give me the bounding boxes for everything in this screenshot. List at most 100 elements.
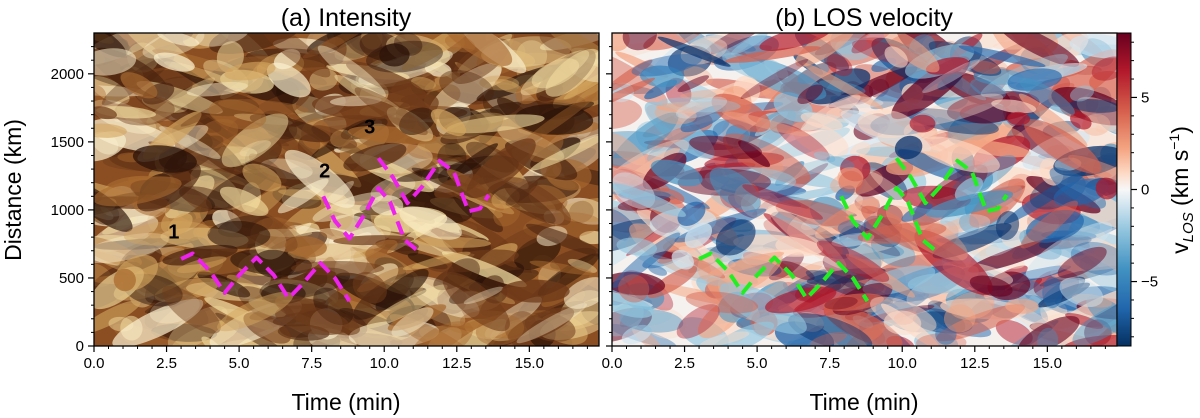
heatmap-texture [113, 268, 136, 292]
heatmap-texture [1018, 77, 1075, 116]
heatmap-texture [94, 181, 133, 232]
heatmap-texture [439, 69, 494, 105]
heatmap-texture [949, 291, 995, 320]
x-tick-label: 5.0 [229, 355, 250, 372]
heatmap-texture [94, 131, 127, 162]
heatmap-texture [391, 307, 434, 337]
heatmap-texture [849, 142, 871, 158]
heatmap-texture [441, 251, 527, 288]
heatmap-texture [788, 313, 873, 346]
heatmap-texture [870, 296, 937, 333]
heatmap-texture [699, 331, 750, 346]
heatmap-texture [650, 159, 703, 187]
heatmap-texture [837, 166, 864, 190]
heatmap-texture [242, 163, 282, 192]
heatmap-texture [446, 114, 545, 134]
heatmap-texture [526, 223, 599, 257]
heatmap-texture [709, 321, 775, 346]
heatmap-texture [411, 321, 473, 346]
heatmap-texture [195, 33, 250, 47]
heatmap-texture [547, 81, 599, 108]
heatmap-texture [224, 61, 276, 81]
heatmap-texture [319, 36, 347, 66]
heatmap-texture [94, 106, 117, 120]
overlay-series-1 [180, 251, 352, 303]
heatmap-texture [909, 114, 936, 133]
x-tick-label: 5.0 [747, 355, 768, 372]
heatmap-texture [1007, 111, 1031, 126]
heatmap-texture [186, 81, 249, 97]
heatmap-texture [426, 327, 462, 346]
heatmap-texture [742, 184, 823, 220]
heatmap-texture [677, 201, 706, 226]
heatmap-texture [162, 244, 238, 266]
heatmap-texture [725, 46, 821, 63]
panel-a-heatmap [94, 33, 599, 346]
heatmap-texture [181, 188, 213, 212]
heatmap-texture [740, 59, 809, 99]
heatmap-texture [343, 142, 407, 172]
heatmap-texture [221, 113, 289, 168]
heatmap-texture [94, 123, 127, 138]
heatmap-texture [219, 186, 269, 217]
heatmap-texture [259, 228, 313, 238]
heatmap-texture [719, 282, 807, 335]
overlay-series-2 [839, 186, 936, 251]
heatmap-texture [775, 199, 850, 226]
annotation-3: 3 [364, 117, 375, 139]
heatmap-texture [94, 300, 141, 334]
heatmap-texture [765, 286, 837, 314]
heatmap-texture [689, 135, 763, 159]
heatmap-texture [633, 252, 727, 287]
heatmap-texture [657, 97, 741, 113]
x-tick-label: 0.0 [602, 355, 623, 372]
colorbar [1116, 32, 1132, 347]
heatmap-texture [142, 33, 205, 59]
overlay-series-1 [698, 251, 870, 303]
heatmap-texture [514, 104, 594, 135]
heatmap-texture [930, 214, 991, 239]
heatmap-texture [768, 252, 804, 281]
heatmap-texture [207, 220, 271, 249]
heatmap-texture [643, 33, 702, 51]
heatmap-texture [612, 302, 644, 337]
panel-a-annotations: 1 2 3 [168, 117, 375, 244]
heatmap-texture [348, 320, 440, 346]
heatmap-texture [284, 236, 327, 258]
heatmap-texture [569, 200, 594, 223]
heatmap-texture [970, 60, 1001, 75]
heatmap-texture [851, 33, 896, 54]
heatmap-texture [431, 318, 507, 346]
y-tick-label: 1000 [51, 202, 84, 219]
heatmap-texture [810, 332, 848, 346]
heatmap-texture [612, 98, 643, 130]
heatmap-texture [823, 304, 903, 346]
heatmap-texture [838, 170, 864, 194]
heatmap-texture [302, 33, 365, 59]
y-tick-label: 0 [76, 338, 84, 355]
heatmap-texture [958, 45, 1046, 68]
x-tick-label: 2.5 [674, 355, 695, 372]
heatmap-texture [123, 220, 211, 246]
heatmap-texture [530, 134, 599, 171]
heatmap-texture [112, 298, 204, 346]
heatmap-texture [365, 239, 398, 259]
heatmap-texture [612, 292, 654, 318]
heatmap-texture [643, 307, 687, 339]
colorbar-label-units: (km s [1167, 150, 1193, 213]
heatmap-texture [1025, 221, 1113, 279]
heatmap-texture [926, 190, 1014, 218]
heatmap-texture [479, 75, 520, 91]
panel-b-title: (b) LOS velocity [775, 4, 953, 32]
overlay-series-3 [894, 156, 1009, 214]
heatmap-texture [438, 33, 513, 66]
heatmap-texture [857, 222, 947, 244]
heatmap-texture [612, 183, 686, 217]
heatmap-texture [579, 230, 599, 245]
heatmap-texture [935, 323, 957, 345]
heatmap-texture [154, 277, 220, 302]
heatmap-texture [330, 95, 382, 107]
panel-b-overlay [698, 156, 1009, 303]
heatmap-texture [544, 33, 599, 77]
